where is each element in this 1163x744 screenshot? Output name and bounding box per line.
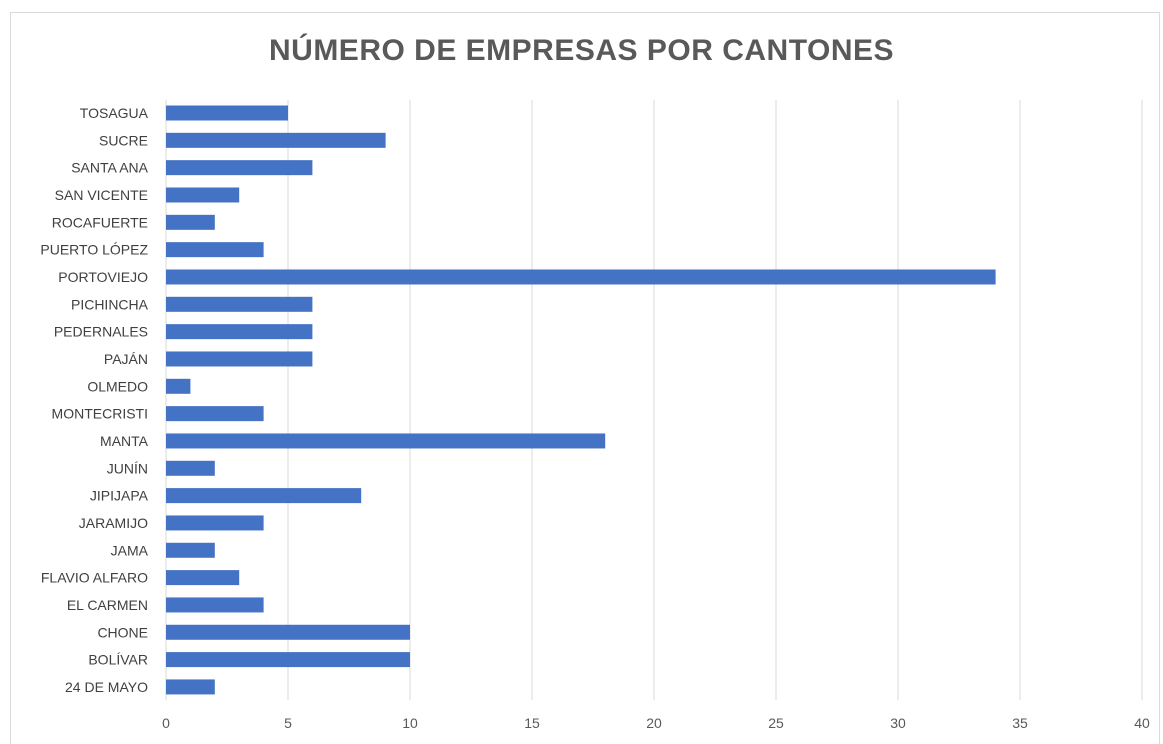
bar-5 (166, 242, 264, 258)
x-tick-label: 5 (284, 715, 292, 731)
bar-14 (166, 488, 362, 504)
bar-20 (166, 652, 410, 668)
x-tick-label: 15 (524, 715, 540, 731)
category-label: TOSAGUA (80, 105, 149, 121)
category-label: PEDERNALES (54, 324, 148, 340)
bar-11 (166, 406, 264, 422)
category-label: JARAMIJO (79, 515, 148, 531)
x-tick-label: 30 (890, 715, 906, 731)
bar-6 (166, 269, 996, 285)
x-tick-label: 10 (402, 715, 418, 731)
category-label: PUERTO LÓPEZ (40, 242, 148, 258)
category-label: CHONE (97, 624, 148, 640)
x-tick-label: 40 (1134, 715, 1150, 731)
category-label: OLMEDO (87, 378, 148, 394)
category-label: 24 DE MAYO (65, 679, 148, 695)
x-tick-labels: 0 5 10 15 20 25 30 35 40 (162, 715, 1150, 731)
category-label: JAMA (111, 542, 149, 558)
x-tick-label: 0 (162, 715, 170, 731)
category-label: SUCRE (99, 132, 148, 148)
bar-10 (166, 378, 191, 394)
category-label: PORTOVIEJO (58, 269, 148, 285)
bar-12 (166, 433, 606, 449)
bar-18 (166, 597, 264, 613)
bar-16 (166, 542, 215, 558)
bar-3 (166, 187, 240, 203)
category-labels: TOSAGUA SUCRE SANTA ANA SAN VICENTE ROCAFUER… (40, 105, 148, 695)
bar-13 (166, 460, 215, 476)
bar-15 (166, 515, 264, 531)
category-label: JIPIJAPA (90, 488, 149, 504)
bar-4 (166, 214, 215, 230)
x-tick-label: 25 (768, 715, 784, 731)
category-label: PICHINCHA (71, 296, 149, 312)
chart-title: NÚMERO DE EMPRESAS POR CANTONES (268, 34, 895, 67)
category-label: SAN VICENTE (55, 187, 148, 203)
category-label: FLAVIO ALFARO (41, 570, 148, 586)
x-tick-label: 20 (646, 715, 662, 731)
bars (166, 105, 996, 695)
gridlines (165, 100, 1143, 700)
bar-21 (166, 679, 215, 695)
category-label: ROCAFUERTE (52, 214, 148, 230)
bar-0 (166, 105, 288, 121)
bar-7 (166, 296, 313, 312)
category-label: MANTA (100, 433, 149, 449)
category-label: BOLÍVAR (88, 652, 148, 668)
bar-17 (166, 570, 240, 586)
bar-1 (166, 132, 386, 148)
category-label: JUNÍN (107, 460, 148, 476)
category-label: PAJÁN (104, 351, 148, 367)
category-label: SANTA ANA (71, 160, 148, 176)
category-label: MONTECRISTI (52, 406, 148, 422)
bar-19 (166, 624, 410, 640)
category-label: EL CARMEN (67, 597, 148, 613)
bar-9 (166, 351, 313, 367)
bar-2 (166, 160, 313, 176)
bar-8 (166, 324, 313, 340)
x-tick-label: 35 (1012, 715, 1028, 731)
